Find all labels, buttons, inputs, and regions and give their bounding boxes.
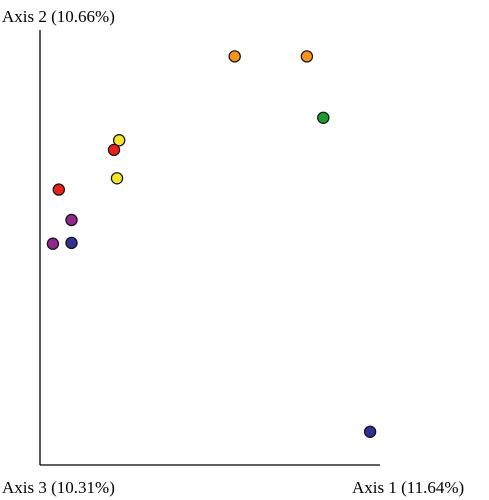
- data-point-5: [107, 143, 121, 157]
- data-point-11: [363, 425, 377, 438]
- data-point-6: [110, 172, 124, 185]
- axis3-label: Axis 3 (10.31%): [2, 478, 115, 497]
- data-point-1: [228, 50, 241, 63]
- data-point-9: [46, 237, 60, 250]
- data-point-3: [317, 111, 330, 125]
- data-point-2: [300, 50, 314, 63]
- data-point-10: [65, 236, 78, 250]
- data-point-8: [65, 213, 78, 227]
- data-point-4: [112, 133, 126, 147]
- data-point-7: [52, 183, 66, 196]
- data-points: [46, 50, 377, 438]
- axis1-label: Axis 1 (11.64%): [352, 478, 464, 497]
- y-axis-label: Axis 2 (10.66%): [2, 7, 115, 26]
